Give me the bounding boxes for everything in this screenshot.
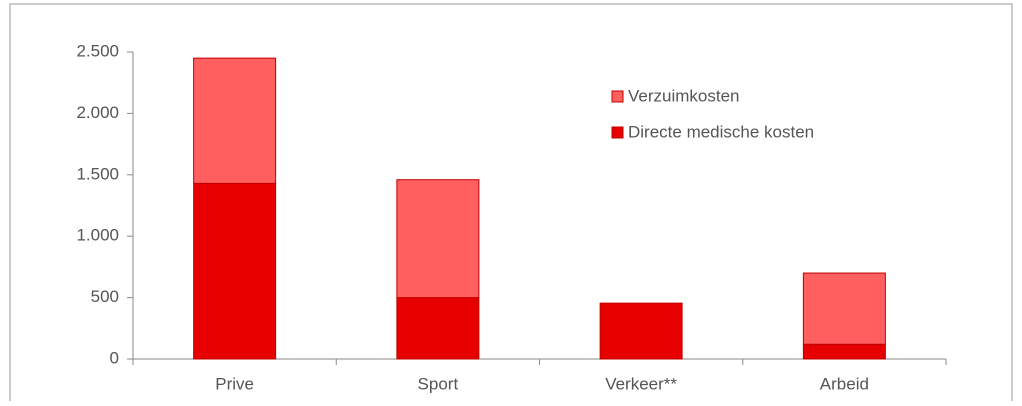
bar-segment [396, 179, 480, 299]
legend-swatch [611, 90, 624, 103]
bar-segment [599, 302, 683, 360]
bar-segment [802, 343, 886, 360]
legend-label: Verzuimkosten [628, 86, 740, 105]
y-tick-label: 2.500 [76, 41, 119, 60]
y-tick-label: 1.000 [76, 226, 119, 245]
bar-segment [396, 297, 480, 360]
x-tick-label: Sport [418, 374, 459, 393]
bar-segment [193, 182, 277, 360]
legend-swatch [611, 126, 624, 139]
legend-label: Directe medische kosten [628, 122, 814, 141]
bar-segment [193, 57, 277, 184]
bar-segment [802, 272, 886, 345]
x-tick-label: Verkeer** [605, 374, 677, 393]
x-tick-label: Arbeid [820, 374, 869, 393]
y-tick-label: 2.000 [76, 103, 119, 122]
y-tick-label: 1.500 [76, 164, 119, 183]
y-tick-label: 500 [91, 287, 119, 306]
y-tick-label: 0 [110, 348, 119, 367]
x-tick-label: Prive [215, 374, 254, 393]
